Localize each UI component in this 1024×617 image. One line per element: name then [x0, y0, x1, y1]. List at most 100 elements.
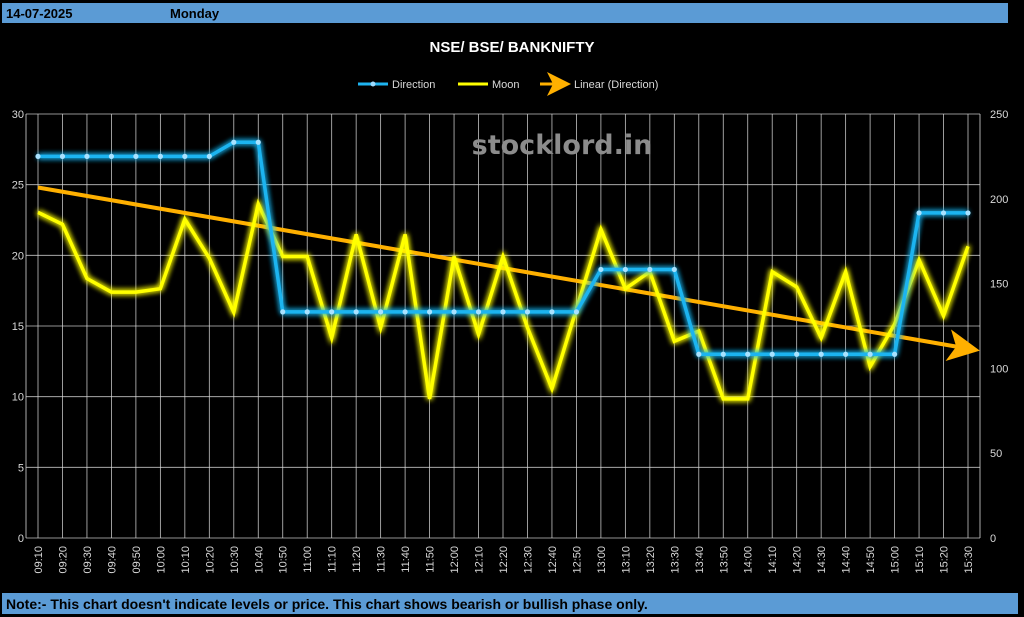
direction-point — [475, 309, 482, 315]
x-tick-label: 11:00 — [302, 546, 314, 573]
y-left-tick-label: 25 — [12, 180, 24, 192]
direction-point — [818, 351, 824, 357]
x-tick-label: 15:20 — [939, 546, 951, 574]
direction-point — [426, 309, 433, 315]
y-left-tick-label: 20 — [12, 250, 24, 262]
direction-point — [157, 153, 163, 159]
watermark: stocklord.in — [472, 130, 653, 161]
x-tick-label: 11:30 — [376, 546, 388, 573]
moon-series — [37, 198, 970, 401]
x-tick-label: 14:20 — [792, 546, 804, 574]
axes: 0 5 10 15 20 25 30 0 50 100 150 200 250 09:10 09:20 09:… — [12, 109, 1009, 574]
direction-point — [35, 153, 41, 159]
x-tick-label: 11:10 — [327, 546, 339, 573]
x-tick-label: 13:10 — [620, 546, 632, 574]
direction-point — [500, 309, 506, 315]
direction-point — [843, 351, 849, 357]
direction-point — [891, 351, 898, 357]
direction-point — [549, 309, 555, 315]
direction-point — [647, 266, 653, 273]
direction-point — [255, 139, 261, 145]
direction-point — [280, 309, 286, 315]
y-right-tick-label: 0 — [990, 533, 996, 545]
x-tick-label: 10:40 — [253, 546, 265, 574]
direction-point — [353, 309, 359, 315]
direction-point — [451, 309, 457, 315]
direction-point — [769, 351, 775, 357]
x-tick-label: 14:30 — [816, 546, 828, 574]
x-tick-label: 13:20 — [645, 546, 657, 574]
direction-point — [378, 309, 384, 315]
legend: Direction Moon Linear (Direction) — [358, 72, 658, 96]
x-tick-label: 10:00 — [155, 546, 167, 574]
direction-point — [329, 309, 335, 315]
x-tick-label: 15:10 — [914, 546, 926, 574]
legend-item-direction: Direction — [358, 79, 435, 91]
x-tick-label: 12:00 — [449, 546, 461, 574]
direction-point — [622, 266, 628, 273]
x-tick-label: 14:10 — [767, 546, 779, 574]
x-tick-label: 11:50 — [425, 546, 437, 573]
direction-series — [35, 139, 971, 357]
x-tick-label: 10:30 — [229, 546, 241, 574]
direction-point — [794, 351, 800, 357]
legend-item-trendline: Linear (Direction) — [540, 72, 658, 96]
x-tick-label: 11:20 — [351, 546, 363, 573]
x-tick-label: 12:40 — [547, 546, 559, 574]
y-left-tick-label: 5 — [18, 462, 24, 474]
direction-point — [182, 153, 188, 159]
footer-note: Note:- This chart doesn't indicate level… — [2, 593, 1018, 614]
direction-point — [402, 309, 408, 315]
direction-point — [133, 153, 139, 159]
direction-point — [940, 210, 947, 216]
chart-title: NSE/ BSE/ BANKNIFTY — [429, 39, 594, 56]
x-tick-label: 09:10 — [33, 546, 45, 574]
direction-point — [84, 153, 90, 159]
legend-item-moon: Moon — [458, 79, 520, 91]
x-tick-label: 09:50 — [131, 546, 143, 574]
y-left-tick-label: 30 — [12, 109, 24, 121]
direction-point — [696, 351, 702, 357]
x-tick-label: 12:10 — [474, 546, 486, 574]
x-tick-label: 13:30 — [669, 546, 681, 574]
x-tick-label: 09:20 — [57, 546, 69, 574]
y-right-tick-label: 150 — [990, 279, 1008, 291]
y-right-tick-label: 100 — [990, 363, 1008, 375]
header-date: 14-07-2025 — [6, 5, 73, 21]
direction-point — [59, 153, 66, 159]
direction-point — [720, 351, 726, 357]
x-tick-label: 15:00 — [890, 546, 902, 574]
x-tick-label: 14:40 — [841, 546, 853, 574]
direction-point — [745, 351, 751, 357]
direction-point — [598, 266, 604, 273]
legend-label-moon: Moon — [492, 79, 520, 91]
direction-point — [573, 309, 580, 315]
x-tick-label: 13:50 — [718, 546, 730, 574]
x-tick-label: 12:30 — [522, 546, 534, 574]
direction-point — [108, 153, 115, 159]
x-tick-label: 09:30 — [82, 546, 94, 574]
header-bar: 14-07-2025 Monday — [2, 3, 1008, 23]
direction-point — [916, 210, 922, 216]
y-left-tick-label: 15 — [12, 321, 24, 333]
y-right-tick-label: 250 — [990, 109, 1008, 121]
direction-point — [671, 266, 677, 273]
header-day: Monday — [170, 5, 220, 21]
legend-label-trendline: Linear (Direction) — [574, 79, 658, 91]
direction-point — [206, 153, 212, 159]
y-left-tick-label: 0 — [18, 533, 24, 545]
x-tick-label: 14:00 — [743, 546, 755, 574]
x-tick-label: 12:50 — [571, 546, 583, 574]
direction-point — [524, 309, 531, 315]
direction-point — [965, 210, 971, 216]
x-tick-label: 10:10 — [180, 546, 192, 574]
x-tick-label: 10:50 — [278, 546, 290, 574]
x-tick-label: 12:20 — [498, 546, 510, 574]
x-tick-label: 13:40 — [694, 546, 706, 574]
x-tick-label: 14:50 — [865, 546, 877, 574]
legend-label-direction: Direction — [392, 79, 435, 91]
x-tick-label: 15:30 — [963, 546, 975, 574]
direction-point — [231, 139, 237, 145]
